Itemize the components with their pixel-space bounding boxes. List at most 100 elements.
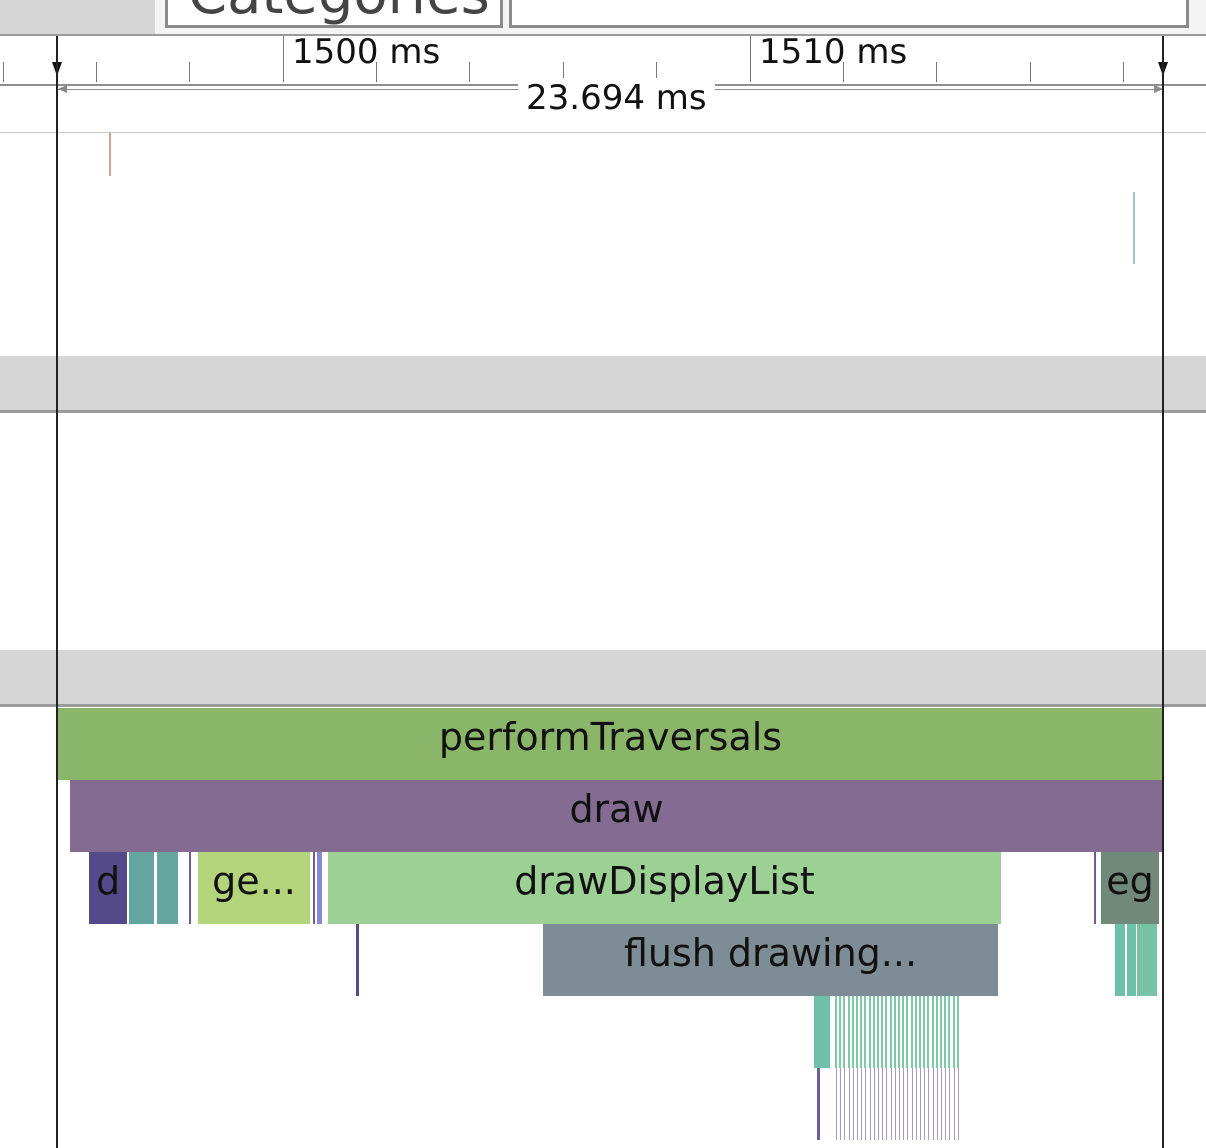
- slice[interactable]: [911, 1068, 913, 1140]
- slice[interactable]: [835, 996, 837, 1068]
- slice[interactable]: [920, 1068, 921, 1140]
- slice[interactable]: [857, 1068, 858, 1140]
- slice[interactable]: [919, 996, 921, 1068]
- slice-draw-display-list[interactable]: drawDisplayList: [328, 852, 1001, 924]
- slice-label: eg: [1106, 859, 1154, 903]
- slice[interactable]: [839, 996, 842, 1068]
- slice[interactable]: [189, 852, 191, 924]
- ruler-tick: [3, 62, 4, 82]
- slice[interactable]: [843, 996, 846, 1068]
- slice[interactable]: [932, 1068, 934, 1140]
- time-ruler: 1500 ms 1510 ms: [0, 32, 1206, 86]
- slice[interactable]: [1115, 924, 1125, 996]
- slice[interactable]: [889, 996, 892, 1068]
- slice-draw[interactable]: draw: [70, 780, 1163, 852]
- slice[interactable]: [944, 996, 947, 1068]
- slice[interactable]: [893, 996, 896, 1068]
- slice[interactable]: [956, 996, 959, 1068]
- slice-perform-traversals[interactable]: performTraversals: [58, 708, 1163, 780]
- slice[interactable]: [890, 1068, 892, 1140]
- slice[interactable]: [898, 996, 900, 1068]
- slice[interactable]: [844, 1068, 846, 1140]
- slice[interactable]: [847, 996, 850, 1068]
- slice[interactable]: [915, 1068, 917, 1140]
- slice[interactable]: [899, 1068, 900, 1140]
- event-marker[interactable]: [1133, 192, 1135, 264]
- ruler-tick: [469, 62, 470, 82]
- slice[interactable]: [886, 1068, 888, 1140]
- slice[interactable]: [935, 996, 938, 1068]
- ruler-major-tick: [750, 36, 751, 82]
- slice[interactable]: [902, 996, 905, 1068]
- slice[interactable]: [940, 996, 942, 1068]
- slice-label: ge...: [212, 859, 296, 903]
- slice[interactable]: [817, 1068, 820, 1140]
- ruler-tick: [1123, 62, 1124, 82]
- arrow-left-icon: [58, 85, 67, 93]
- slice-d[interactable]: d: [89, 852, 127, 924]
- slice[interactable]: [840, 1068, 842, 1140]
- slice[interactable]: [836, 1068, 837, 1140]
- slice-eg[interactable]: eg: [1101, 852, 1159, 924]
- slice[interactable]: [928, 1068, 930, 1140]
- ruler-label-1510: 1510 ms: [759, 32, 908, 72]
- slice[interactable]: [877, 996, 879, 1068]
- slice[interactable]: [1127, 924, 1136, 996]
- slice-flush-drawing[interactable]: flush drawing...: [543, 924, 998, 996]
- slice[interactable]: [878, 1068, 879, 1140]
- selection-duration-label: 23.694 ms: [518, 78, 715, 118]
- slice[interactable]: [873, 1068, 875, 1140]
- slice[interactable]: [894, 1068, 896, 1140]
- slice[interactable]: [860, 996, 863, 1068]
- slice[interactable]: [881, 996, 884, 1068]
- slice[interactable]: [1094, 852, 1096, 924]
- slice[interactable]: [953, 1068, 955, 1140]
- slice[interactable]: [356, 924, 359, 996]
- ruler-major-tick: [283, 36, 284, 82]
- slice-label: drawDisplayList: [514, 859, 815, 903]
- slice[interactable]: [1137, 924, 1157, 996]
- slice[interactable]: [852, 1068, 854, 1140]
- slice[interactable]: [885, 996, 888, 1068]
- slice[interactable]: [865, 1068, 867, 1140]
- slice[interactable]: [317, 852, 322, 924]
- slice[interactable]: [861, 1068, 863, 1140]
- slice-ge[interactable]: ge...: [198, 852, 310, 924]
- slice[interactable]: [868, 996, 871, 1068]
- event-marker[interactable]: [109, 133, 111, 176]
- slice[interactable]: [952, 996, 955, 1068]
- slice[interactable]: [948, 996, 951, 1068]
- slice[interactable]: [927, 996, 930, 1068]
- slice[interactable]: [129, 852, 154, 924]
- ruler-tick: [843, 62, 844, 82]
- ruler-tick: [563, 62, 564, 82]
- slice[interactable]: [864, 996, 867, 1068]
- slice[interactable]: [931, 996, 934, 1068]
- slice[interactable]: [903, 1068, 905, 1140]
- slice[interactable]: [848, 1068, 850, 1140]
- categories-button[interactable]: Categories: [165, 0, 503, 28]
- ruler-tick: [936, 62, 937, 82]
- slice[interactable]: [957, 1068, 959, 1140]
- search-field[interactable]: [509, 0, 1189, 28]
- slice[interactable]: [157, 852, 178, 924]
- slice[interactable]: [851, 996, 854, 1068]
- slice[interactable]: [924, 1068, 926, 1140]
- slice[interactable]: [910, 996, 913, 1068]
- slice[interactable]: [949, 1068, 951, 1140]
- slice[interactable]: [923, 996, 926, 1068]
- slice[interactable]: [313, 852, 315, 924]
- slice[interactable]: [907, 1068, 909, 1140]
- slice[interactable]: [936, 1068, 938, 1140]
- slice[interactable]: [906, 996, 909, 1068]
- slice[interactable]: [941, 1068, 942, 1140]
- slice-label: d: [95, 859, 121, 903]
- slice[interactable]: [914, 996, 917, 1068]
- slice[interactable]: [856, 996, 858, 1068]
- slice[interactable]: [882, 1068, 884, 1140]
- slice[interactable]: [945, 1068, 947, 1140]
- slice[interactable]: [872, 996, 875, 1068]
- slice[interactable]: [814, 996, 830, 1068]
- slice[interactable]: [869, 1068, 871, 1140]
- selection-start-line: [56, 36, 58, 1148]
